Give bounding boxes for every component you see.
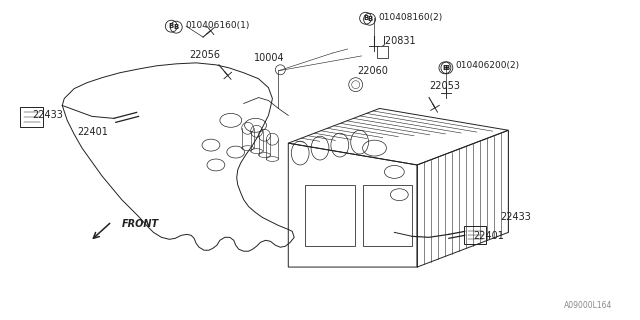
Text: FRONT: FRONT bbox=[122, 220, 159, 229]
Text: 22433: 22433 bbox=[33, 110, 63, 120]
Text: 22053: 22053 bbox=[429, 81, 460, 91]
Text: 22060: 22060 bbox=[358, 66, 388, 76]
Text: 010406160(1): 010406160(1) bbox=[185, 21, 250, 30]
Text: B: B bbox=[173, 24, 179, 30]
Text: 010408160(2): 010408160(2) bbox=[378, 13, 443, 22]
Text: B: B bbox=[169, 23, 174, 29]
Text: 010406200(2): 010406200(2) bbox=[456, 61, 520, 70]
Text: B: B bbox=[367, 16, 372, 22]
Text: B: B bbox=[442, 65, 447, 71]
Text: 22433: 22433 bbox=[500, 212, 531, 222]
Text: 22401: 22401 bbox=[474, 231, 504, 241]
Text: B: B bbox=[444, 65, 449, 71]
Text: A09000L164: A09000L164 bbox=[564, 301, 612, 310]
Text: 22401: 22401 bbox=[77, 127, 108, 137]
Text: 10004: 10004 bbox=[253, 53, 284, 63]
Text: B: B bbox=[363, 15, 368, 21]
Text: 22056: 22056 bbox=[189, 50, 220, 60]
Text: J20831: J20831 bbox=[383, 36, 416, 46]
